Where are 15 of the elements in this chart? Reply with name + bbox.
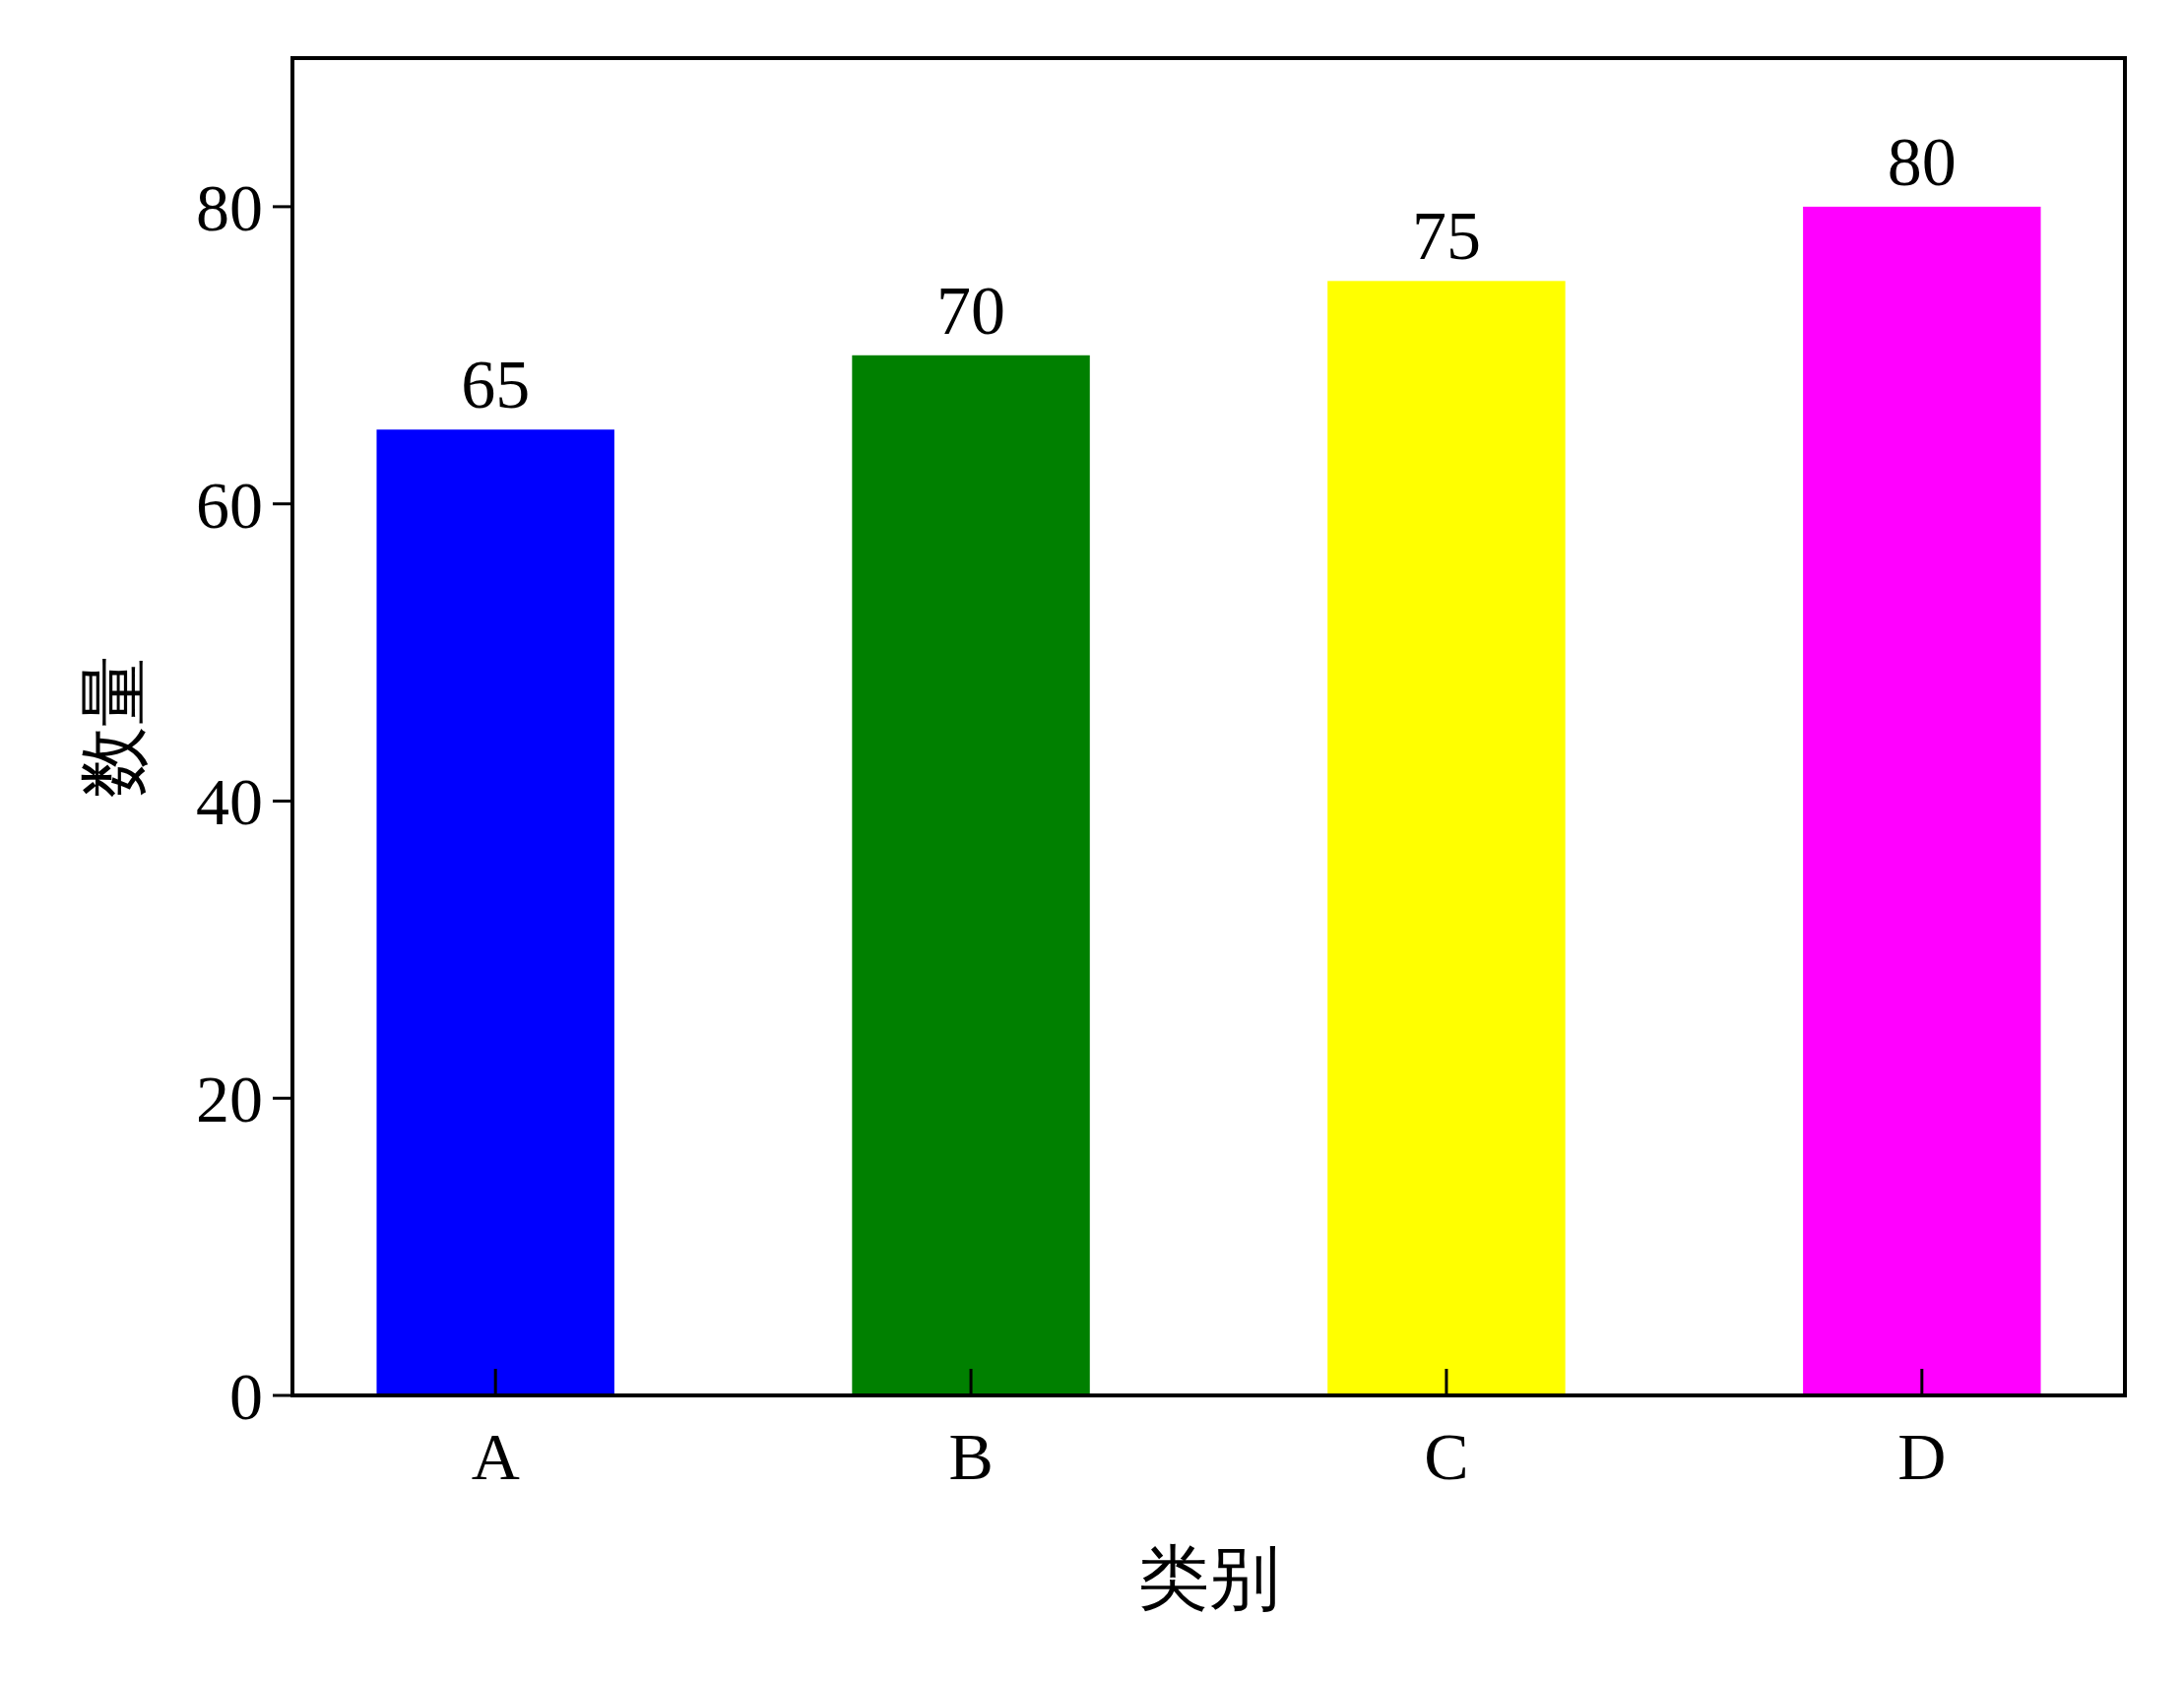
x-axis-title: 类别 [1137,1539,1280,1618]
data-label: 80 [1887,123,1957,200]
y-tick-label: 20 [196,1062,263,1137]
y-tick-label: 40 [196,764,263,840]
y-tick-label: 60 [196,467,263,543]
x-tick-label: A [471,1419,520,1494]
data-label: 65 [461,347,531,423]
x-tick-label: B [948,1419,994,1494]
y-tick-label: 0 [229,1359,263,1434]
x-tick-label: C [1424,1419,1469,1494]
y-axis-title: 数量 [75,656,154,798]
data-label: 75 [1411,198,1481,275]
data-label: 70 [936,272,1006,349]
y-tick-label: 80 [196,169,263,245]
x-tick-label: D [1897,1419,1947,1494]
